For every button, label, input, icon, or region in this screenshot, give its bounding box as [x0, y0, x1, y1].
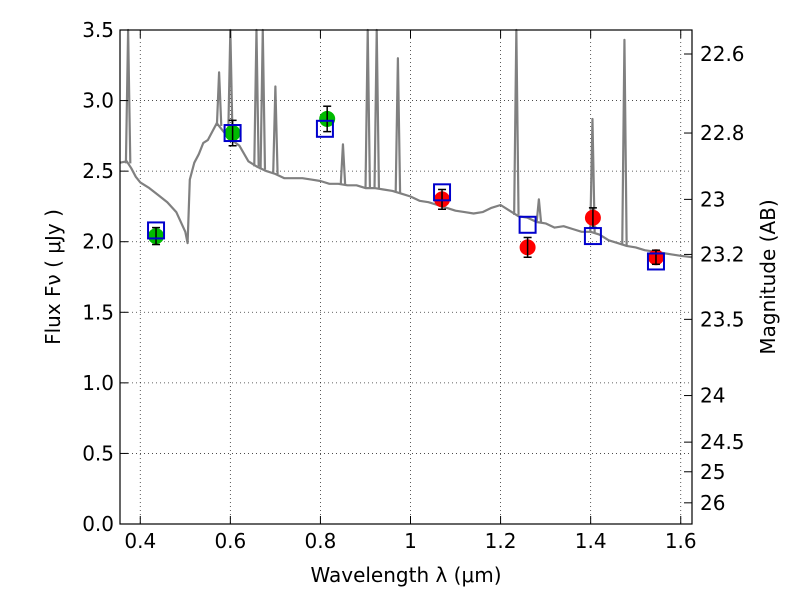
right-axis-label: Magnitude (AB) — [756, 199, 780, 354]
y-tick-label: 3.5 — [82, 18, 114, 42]
right-tick-label: 25 — [700, 460, 725, 484]
right-tick-label: 23.5 — [700, 307, 745, 331]
y-tick-label: 2.0 — [82, 230, 114, 254]
right-tick-label: 23 — [700, 187, 725, 211]
plot-frame — [119, 29, 693, 525]
y-axis-label: Flux Fν ( μJy ) — [41, 209, 65, 345]
model-point — [646, 252, 665, 271]
right-axis-ticks: 22.6 22.8 23 23.2 23.5 24 24.5 25 26 — [684, 42, 745, 515]
x-tick-label: 1 — [404, 529, 417, 553]
x-tick-label: 0.8 — [305, 529, 337, 553]
plot-background — [120, 30, 692, 524]
emission-line — [272, 85, 279, 174]
emission-line — [394, 57, 402, 193]
model-point — [433, 183, 452, 202]
emission-line — [215, 71, 223, 127]
y-tick-label: 0.5 — [82, 441, 114, 465]
model-point — [583, 227, 602, 246]
photometry-points — [147, 105, 665, 271]
x-axis-label: Wavelength λ (μm) — [310, 563, 501, 587]
y-tick-label: 1.0 — [82, 371, 114, 395]
emission-line — [535, 198, 543, 223]
right-tick-label: 24.5 — [700, 430, 745, 454]
y-tick-label: 3.0 — [82, 89, 114, 113]
model-point — [223, 124, 242, 143]
emission-line — [589, 117, 596, 233]
emission-line — [621, 38, 628, 246]
model-point — [518, 215, 537, 234]
right-tick-label: 24 — [700, 384, 725, 408]
right-tick-label: 26 — [700, 491, 725, 515]
model-point — [147, 221, 166, 240]
continuum-line — [119, 122, 693, 259]
x-tick-label: 1.6 — [665, 529, 697, 553]
model-point — [315, 119, 334, 138]
x-tick-label: 0.6 — [214, 529, 246, 553]
right-tick-label: 22.8 — [700, 121, 745, 145]
y-tick-label: 1.5 — [82, 300, 114, 324]
emission-line — [339, 143, 347, 185]
right-tick-label: 23.2 — [700, 242, 745, 266]
y-tick-label: 2.5 — [82, 159, 114, 183]
x-tick-label: 0.4 — [124, 529, 156, 553]
grid — [120, 30, 692, 524]
axis-ticks: 0.4 0.6 0.8 1 1.2 1.4 1.6 0.0 0.5 1.0 1.5 2.0 2.5 3.0… — [82, 18, 696, 553]
x-tick-label: 1.2 — [485, 529, 517, 553]
x-tick-label: 1.4 — [575, 529, 607, 553]
y-tick-label: 0.0 — [82, 512, 114, 536]
right-tick-label: 22.6 — [700, 42, 745, 66]
